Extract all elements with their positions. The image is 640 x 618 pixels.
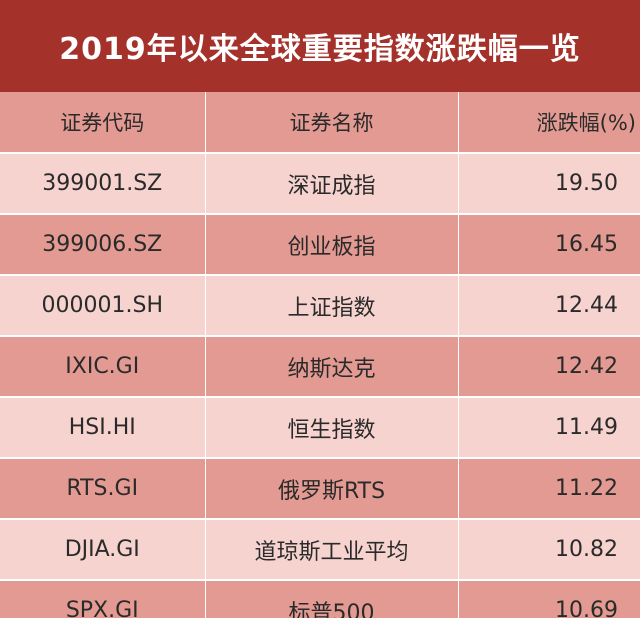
cell-name: 恒生指数 — [205, 397, 459, 459]
table-row: RTS.GI 俄罗斯RTS 11.22 — [0, 458, 640, 520]
cell-code: 000001.SH — [0, 275, 206, 337]
header-row: 证券代码 证券名称 涨跌幅(%) — [0, 92, 640, 154]
cell-code: RTS.GI — [0, 458, 206, 520]
header-name: 证券名称 — [205, 92, 459, 154]
cell-name: 创业板指 — [205, 214, 459, 276]
cell-change: 10.69 — [458, 580, 640, 618]
cell-change: 19.50 — [458, 153, 640, 215]
table-row: DJIA.GI 道琼斯工业平均 10.82 — [0, 519, 640, 581]
cell-code: 399006.SZ — [0, 214, 206, 276]
cell-name: 深证成指 — [205, 153, 459, 215]
table-row: SPX.GI 标普500 10.69 — [0, 580, 640, 618]
cell-code: IXIC.GI — [0, 336, 206, 398]
cell-name: 纳斯达克 — [205, 336, 459, 398]
cell-name: 道琼斯工业平均 — [205, 519, 459, 581]
table-row: 000001.SH 上证指数 12.44 — [0, 275, 640, 337]
cell-change: 10.82 — [458, 519, 640, 581]
chart-title: 2019年以来全球重要指数涨跌幅一览 — [0, 0, 640, 92]
cell-code: 399001.SZ — [0, 153, 206, 215]
header-change: 涨跌幅(%) — [458, 92, 640, 154]
cell-name: 标普500 — [205, 580, 459, 618]
table-row: HSI.HI 恒生指数 11.49 — [0, 397, 640, 459]
cell-code: HSI.HI — [0, 397, 206, 459]
cell-change: 11.22 — [458, 458, 640, 520]
cell-code: DJIA.GI — [0, 519, 206, 581]
header-code: 证券代码 — [0, 92, 206, 154]
cell-change: 11.49 — [458, 397, 640, 459]
cell-change: 12.42 — [458, 336, 640, 398]
table-row: 399001.SZ 深证成指 19.50 — [0, 153, 640, 215]
cell-change: 16.45 — [458, 214, 640, 276]
table-row: IXIC.GI 纳斯达克 12.42 — [0, 336, 640, 398]
index-change-table: 证券代码 证券名称 涨跌幅(%) 399001.SZ 深证成指 19.50 39900… — [0, 92, 640, 618]
cell-change: 12.44 — [458, 275, 640, 337]
cell-name: 俄罗斯RTS — [205, 458, 459, 520]
cell-code: SPX.GI — [0, 580, 206, 618]
table-row: 399006.SZ 创业板指 16.45 — [0, 214, 640, 276]
cell-name: 上证指数 — [205, 275, 459, 337]
